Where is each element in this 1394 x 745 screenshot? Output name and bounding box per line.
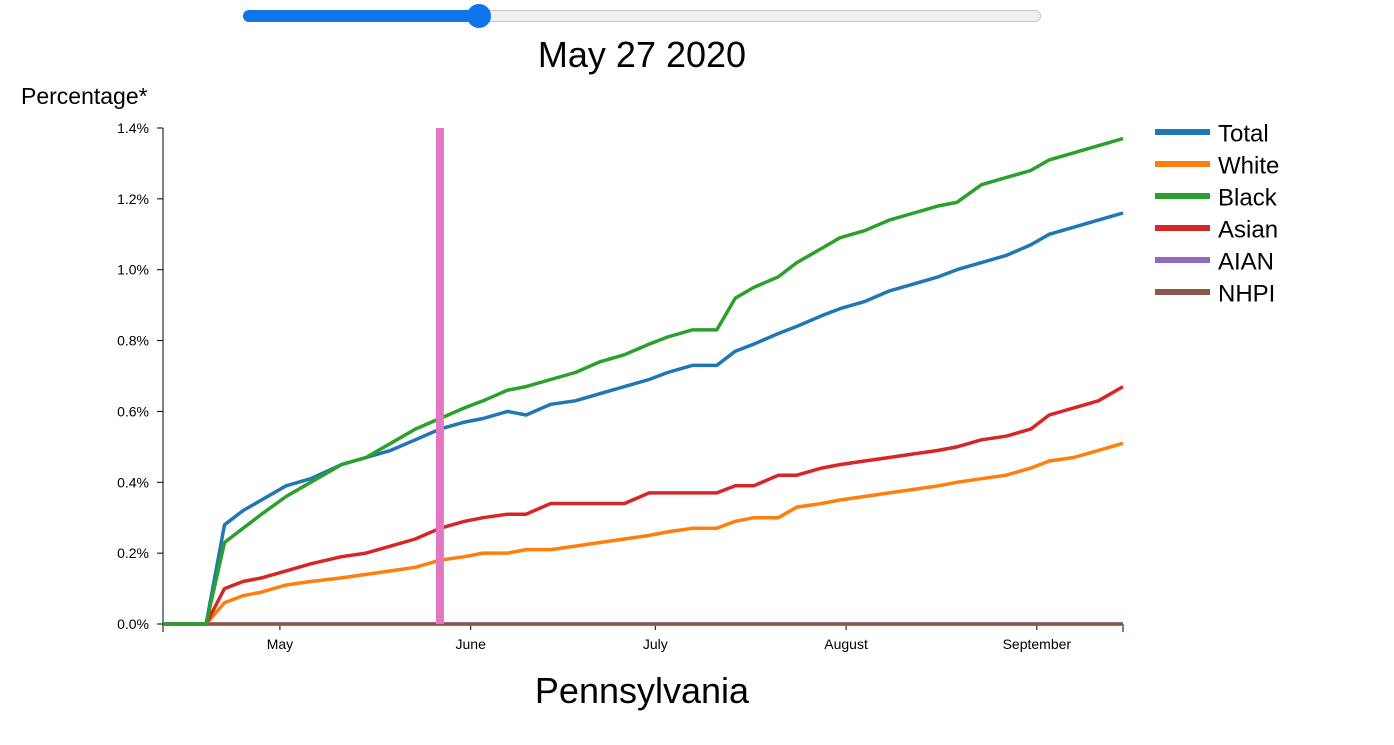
legend-label-white: White bbox=[1218, 152, 1279, 179]
x-tick-label: August bbox=[824, 636, 868, 652]
x-tick-label: June bbox=[456, 636, 487, 652]
series-line-white bbox=[163, 441, 1124, 626]
x-tick-label: September bbox=[1003, 636, 1072, 652]
y-tick-label: 1.2% bbox=[117, 191, 149, 207]
series-line-asian bbox=[163, 385, 1124, 626]
y-axis: 0.0% 0.2% 0.4% 0.6% 0.8% 1.0% 1.2% 1.4% bbox=[117, 120, 164, 632]
y-tick-label: 0.0% bbox=[117, 616, 149, 632]
legend-label-aian: AIAN bbox=[1218, 248, 1274, 275]
legend-label-total: Total bbox=[1218, 120, 1269, 147]
x-axis: May June July August September bbox=[162, 623, 1124, 652]
series-line-black bbox=[163, 136, 1124, 626]
x-tick-label: July bbox=[643, 636, 668, 652]
y-tick-label: 0.6% bbox=[117, 403, 149, 419]
y-tick-label: 1.4% bbox=[117, 120, 149, 136]
date-slider[interactable] bbox=[243, 4, 1041, 28]
y-tick-label: 0.8% bbox=[117, 333, 149, 349]
legend-label-black: Black bbox=[1218, 184, 1278, 211]
state-title: Pennsylvania bbox=[534, 670, 750, 711]
y-tick-label: 0.4% bbox=[117, 474, 149, 490]
legend-label-asian: Asian bbox=[1218, 216, 1278, 243]
y-tick-label: 0.2% bbox=[117, 545, 149, 561]
y-tick-label: 1.0% bbox=[117, 262, 149, 278]
legend: Total White Black Asian AIAN NHPI bbox=[1155, 120, 1279, 307]
x-tick-label: May bbox=[267, 636, 293, 652]
legend-label-nhpi: NHPI bbox=[1218, 280, 1275, 307]
slider-thumb[interactable] bbox=[467, 4, 492, 28]
y-axis-title: Percentage* bbox=[21, 83, 148, 109]
slider-fill bbox=[243, 10, 480, 22]
series-line-total bbox=[163, 211, 1124, 626]
date-title: May 27 2020 bbox=[537, 34, 747, 75]
series-lines bbox=[163, 136, 1124, 626]
